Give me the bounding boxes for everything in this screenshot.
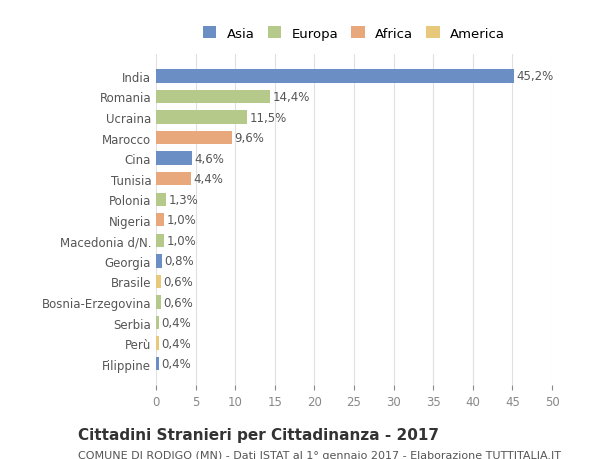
Text: Cittadini Stranieri per Cittadinanza - 2017: Cittadini Stranieri per Cittadinanza - 2… <box>78 427 439 442</box>
Bar <box>156 152 193 165</box>
Text: 11,5%: 11,5% <box>250 111 287 124</box>
Bar <box>156 296 161 309</box>
Text: 9,6%: 9,6% <box>235 132 264 145</box>
Text: 4,6%: 4,6% <box>195 152 224 165</box>
Bar <box>156 234 164 247</box>
Text: 1,0%: 1,0% <box>166 235 196 247</box>
Text: 1,0%: 1,0% <box>166 214 196 227</box>
Bar <box>156 173 191 186</box>
Text: 0,6%: 0,6% <box>163 296 193 309</box>
Bar <box>156 90 270 104</box>
Bar <box>156 316 159 330</box>
Bar <box>156 193 166 207</box>
Bar <box>156 357 159 370</box>
Text: 0,4%: 0,4% <box>161 337 191 350</box>
Bar <box>156 70 514 84</box>
Text: 0,6%: 0,6% <box>163 275 193 288</box>
Legend: Asia, Europa, Africa, America: Asia, Europa, Africa, America <box>197 22 511 46</box>
Text: COMUNE DI RODIGO (MN) - Dati ISTAT al 1° gennaio 2017 - Elaborazione TUTTITALIA.: COMUNE DI RODIGO (MN) - Dati ISTAT al 1°… <box>78 450 561 459</box>
Bar <box>156 132 232 145</box>
Text: 14,4%: 14,4% <box>272 91 310 104</box>
Bar <box>156 255 163 268</box>
Text: 0,4%: 0,4% <box>161 358 191 370</box>
Text: 0,4%: 0,4% <box>161 316 191 330</box>
Bar <box>156 213 164 227</box>
Text: 0,8%: 0,8% <box>165 255 194 268</box>
Bar <box>156 111 247 124</box>
Text: 4,4%: 4,4% <box>193 173 223 186</box>
Text: 45,2%: 45,2% <box>517 70 554 83</box>
Bar <box>156 275 161 289</box>
Bar <box>156 337 159 350</box>
Text: 1,3%: 1,3% <box>169 193 199 206</box>
